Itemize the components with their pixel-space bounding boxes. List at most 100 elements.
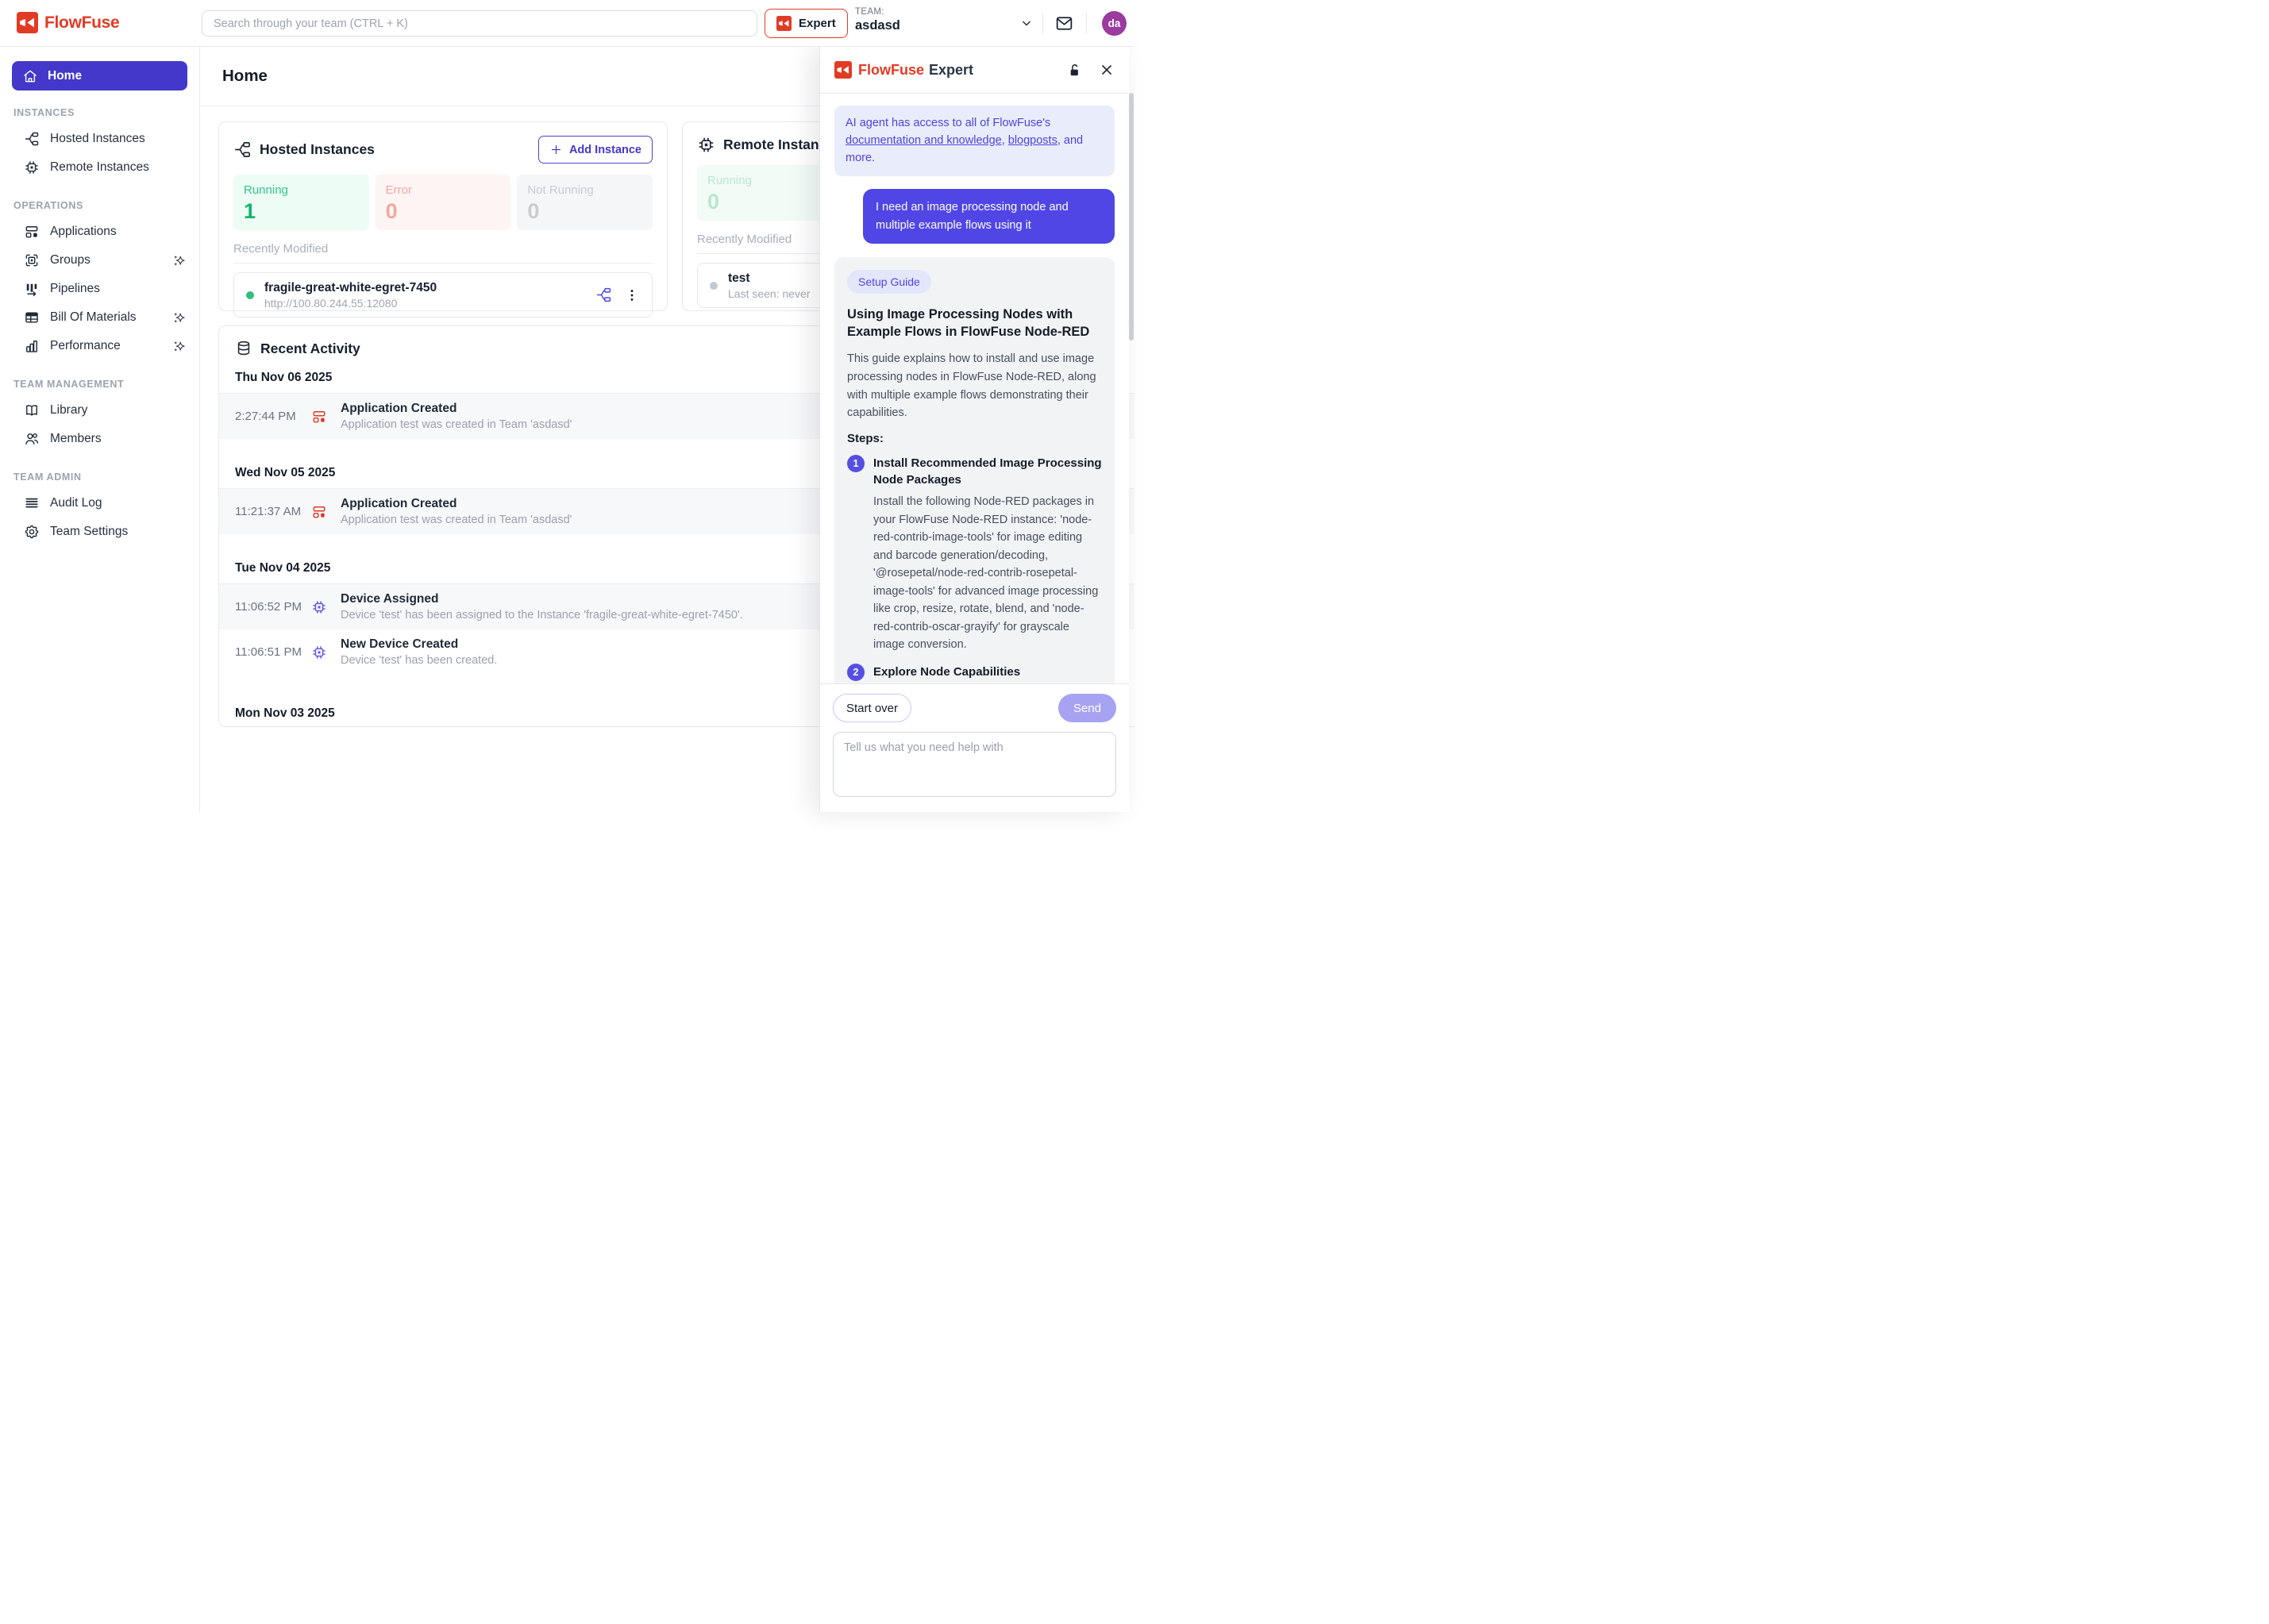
sidebar: Home INSTANCES Hosted Instances Remote I…	[0, 47, 200, 812]
close-icon	[1099, 62, 1115, 78]
unlock-button[interactable]	[1066, 62, 1083, 79]
flowfuse-mark-icon	[776, 16, 792, 31]
application-icon	[311, 409, 327, 425]
sidebar-item-members[interactable]: Members	[0, 425, 199, 453]
activity-row: 11:06:51 PM New Device Created Device 't…	[219, 629, 1134, 675]
sidebar-item-applications[interactable]: Applications	[0, 217, 199, 246]
sidebar-item-label: Performance	[50, 339, 121, 352]
start-over-button[interactable]: Start over	[833, 694, 912, 722]
sidebar-item-label: Applications	[50, 225, 117, 238]
sidebar-item-home[interactable]: Home	[12, 61, 187, 90]
expert-button[interactable]: Expert	[765, 9, 848, 38]
hosted-instances-card: Hosted Instances Add Instance Running 1 …	[218, 121, 668, 317]
avatar[interactable]: da	[1102, 11, 1127, 36]
device-name: test	[728, 271, 750, 285]
event-time: 11:21:37 AM	[235, 505, 302, 518]
instance-row[interactable]: fragile-great-white-egret-7450 http://10…	[233, 272, 653, 317]
sidebar-item-label: Audit Log	[50, 496, 102, 510]
sidebar-item-team-settings[interactable]: Team Settings	[0, 518, 199, 546]
add-instance-label: Add Instance	[568, 143, 641, 156]
sidebar-item-library[interactable]: Library	[0, 396, 199, 425]
send-button[interactable]: Send	[1057, 694, 1116, 722]
lock-open-icon	[1066, 62, 1083, 79]
step-title: Install Recommended Image Processing Nod…	[873, 456, 1102, 487]
stat-label: Running	[244, 183, 288, 197]
plus-icon	[549, 143, 563, 156]
user-message-bubble: I need an image processing node and mult…	[863, 189, 1115, 244]
card-title: Remote Instances	[723, 137, 842, 152]
card-title: Recent Activity	[260, 340, 360, 356]
instance-url: http://100.80.244.55:12080	[264, 296, 398, 310]
stat-label: Error	[385, 183, 413, 197]
bar-chart-icon	[24, 338, 40, 354]
device-last-seen: Last seen: never	[728, 287, 811, 300]
stat-label: Running	[707, 174, 752, 187]
sidebar-item-groups[interactable]: Groups	[0, 246, 199, 275]
divider	[219, 583, 1134, 584]
sparkle-icon	[173, 311, 187, 325]
documentation-link[interactable]: documentation and knowledge	[846, 133, 1002, 147]
scrollbar-thumb[interactable]	[1129, 93, 1134, 341]
expert-panel-header: FlowFuse Expert	[820, 47, 1129, 94]
sparkle-icon	[173, 254, 187, 267]
divider	[219, 393, 1134, 394]
close-expert-button[interactable]	[1099, 62, 1115, 78]
sidebar-item-performance[interactable]: Performance	[0, 332, 199, 360]
sidebar-item-bill-of-materials[interactable]: Bill Of Materials	[0, 303, 199, 332]
kebab-menu-button[interactable]	[624, 287, 640, 303]
agent-info-banner: AI agent has access to all of FlowFuse's…	[834, 106, 1115, 177]
step-number-badge: 2	[847, 663, 865, 681]
sidebar-item-label: Members	[50, 432, 102, 445]
stat-not-running: Not Running 0	[517, 175, 653, 230]
sidebar-item-label: Pipelines	[50, 282, 100, 295]
open-editor-button[interactable]	[595, 287, 612, 303]
expert-footer: Start over Send	[820, 683, 1129, 812]
assistant-response-card: Setup Guide Using Image Processing Nodes…	[834, 257, 1115, 683]
team-selector[interactable]: TEAM: asdasd	[855, 7, 900, 33]
info-text: , and more.	[846, 133, 1084, 164]
section-label-team-management: TEAM MANAGEMENT	[13, 379, 125, 390]
chevron-down-icon[interactable]	[1019, 15, 1034, 31]
team-label: TEAM:	[855, 7, 884, 17]
step-body: Install the following Node-RED packages …	[873, 495, 1099, 652]
recently-modified-label: Recently Modified	[233, 242, 329, 256]
brand-name: FlowFuse	[44, 13, 120, 32]
notifications-button[interactable]	[1054, 13, 1074, 33]
sidebar-item-audit-log[interactable]: Audit Log	[0, 489, 199, 518]
team-name: asdasd	[855, 18, 900, 33]
event-title: New Device Created	[341, 637, 459, 651]
stat-running: Running 0	[697, 165, 834, 221]
sidebar-item-remote-instances[interactable]: Remote Instances	[0, 153, 199, 182]
flowfuse-logo-icon	[17, 12, 38, 33]
chat-input[interactable]	[833, 732, 1116, 797]
guide-intro: This guide explains how to install and u…	[847, 352, 1096, 420]
table-icon	[24, 310, 40, 325]
sidebar-item-pipelines[interactable]: Pipelines	[0, 275, 199, 303]
chip-icon	[24, 160, 40, 175]
pipelines-icon	[24, 281, 40, 297]
sidebar-item-label: Groups	[50, 253, 91, 267]
chip-icon	[697, 136, 715, 154]
device-icon	[311, 599, 327, 615]
mail-icon	[1054, 13, 1074, 33]
event-description: Application test was created in Team 'as…	[341, 418, 572, 431]
event-description: Device 'test' has been created.	[341, 654, 498, 667]
blogposts-link[interactable]: blogposts	[1007, 133, 1057, 147]
stat-error: Error 0	[375, 175, 511, 230]
pipeline-icon	[24, 131, 40, 147]
page-header: Home	[200, 47, 1134, 106]
event-title: Application Created	[341, 402, 457, 415]
divider	[233, 263, 653, 264]
team-search	[202, 10, 757, 37]
search-input[interactable]	[202, 10, 757, 37]
event-description: Application test was created in Team 'as…	[341, 514, 572, 526]
chat-area: AI agent has access to all of FlowFuse's…	[820, 94, 1129, 683]
flowfuse-logo[interactable]: FlowFuse	[17, 12, 120, 33]
database-icon	[235, 340, 252, 357]
section-label-instances: INSTANCES	[13, 107, 75, 118]
activity-date: Wed Nov 05 2025	[235, 466, 336, 479]
sidebar-item-hosted-instances[interactable]: Hosted Instances	[0, 125, 199, 153]
add-instance-button[interactable]: Add Instance	[537, 136, 653, 164]
instance-name: fragile-great-white-egret-7450	[264, 280, 437, 294]
expert-panel: FlowFuse Expert AI agent has access to a…	[819, 47, 1129, 812]
